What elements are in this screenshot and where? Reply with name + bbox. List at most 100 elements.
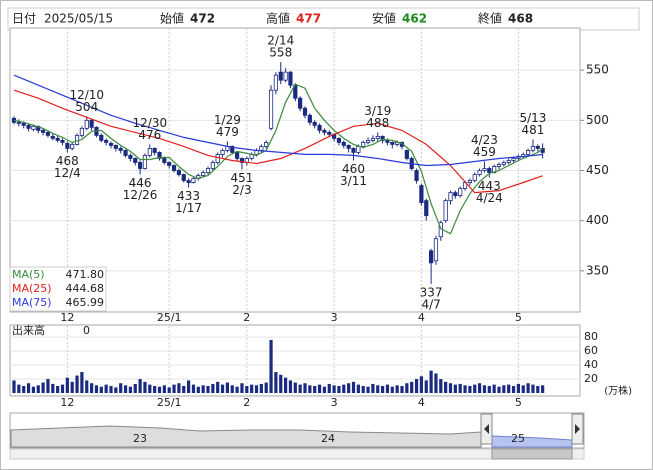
volume-bar — [274, 372, 278, 393]
candle-body — [74, 134, 80, 145]
candle-body — [482, 168, 487, 171]
volume-bar — [439, 379, 443, 393]
volume-bar — [424, 380, 428, 393]
volume-bar — [405, 383, 409, 393]
volume-bar — [211, 383, 215, 393]
annotation-date: 12/4 — [54, 166, 81, 180]
header-label: 安値 — [372, 11, 396, 26]
annotation-value: 504 — [75, 100, 98, 114]
volume-bar — [65, 377, 69, 393]
volume-bar — [80, 372, 84, 393]
volume-title: 出来高 — [12, 323, 45, 337]
volume-bar — [284, 377, 288, 393]
volume-bar — [138, 379, 142, 393]
candle-body — [171, 165, 177, 171]
candle-body — [259, 146, 264, 151]
candle-body — [176, 170, 181, 175]
candle-body — [157, 152, 162, 159]
legend-name: MA(5) — [12, 268, 45, 281]
volume-bar — [269, 339, 273, 393]
candle-body — [41, 129, 46, 133]
candle-body — [123, 150, 128, 156]
volume-bar — [201, 385, 205, 393]
annotation-date: 2/14 — [267, 34, 294, 48]
annotation-date: 4/23 — [471, 133, 498, 147]
candle-body — [336, 137, 342, 143]
ma-line — [13, 74, 543, 167]
annotation-date: 5/13 — [519, 111, 546, 125]
candle-body — [133, 158, 138, 163]
candle-body — [60, 139, 65, 143]
volume-bar — [75, 375, 79, 393]
volume-bar — [70, 381, 74, 393]
annotation-date: 1/17 — [175, 201, 202, 215]
annotation-value: 451 — [230, 171, 253, 185]
volume-bar — [395, 385, 399, 393]
candle-body — [312, 121, 317, 126]
x-tick-label: 5 — [515, 396, 522, 409]
legend-value: 471.80 — [66, 268, 105, 281]
volume-bar — [22, 386, 26, 393]
volume-bar — [497, 386, 501, 393]
header-value: 462 — [402, 12, 427, 26]
volume-bar — [342, 384, 346, 393]
annotation-date: 4/7 — [421, 297, 440, 311]
candle-body — [70, 144, 75, 149]
volume-bar — [448, 383, 453, 393]
navigator-label: 23 — [133, 432, 147, 445]
annotation-date: 12/30 — [133, 116, 168, 130]
volume-tick-label: 60 — [584, 344, 598, 357]
volume-bar — [12, 380, 16, 393]
candle-body — [21, 122, 26, 126]
candle-body — [181, 174, 186, 181]
volume-bar — [167, 387, 171, 393]
volume-bar — [478, 383, 482, 393]
ma-line — [13, 83, 543, 235]
candle-body — [201, 172, 206, 176]
candle-body — [496, 164, 502, 167]
arrow-left — [484, 424, 489, 434]
candle-body — [487, 168, 492, 173]
candle-body — [89, 119, 94, 128]
volume-bar — [264, 382, 268, 393]
volume-bar — [99, 386, 103, 393]
x-tick-label: 5 — [515, 311, 522, 324]
volume-bar — [26, 383, 31, 393]
scrollbar-track[interactable] — [9, 448, 585, 460]
x-tick-label: 4 — [418, 396, 425, 409]
scrollbar-thumb[interactable] — [491, 448, 573, 460]
candle-body — [501, 162, 506, 165]
candle-body — [477, 170, 482, 175]
candle-body — [215, 154, 220, 163]
candle-body — [414, 170, 419, 181]
annotation-value: 433 — [177, 189, 200, 203]
candle-body — [424, 200, 429, 217]
candle-body — [506, 160, 511, 163]
volume-bar — [157, 386, 162, 393]
volume-bar — [172, 384, 176, 393]
candle-body — [535, 146, 540, 149]
volume-bar — [521, 385, 525, 393]
candle-body — [351, 148, 356, 153]
candle-body — [341, 142, 346, 146]
volume-bar — [245, 386, 249, 393]
volume-bar — [250, 384, 254, 393]
candle-body — [167, 162, 172, 166]
volume-bar — [36, 385, 40, 393]
volume-bar — [317, 384, 322, 393]
x-tick-label: 3 — [331, 311, 338, 324]
volume-bar — [487, 386, 491, 393]
candle-body — [113, 145, 118, 149]
volume-bar — [366, 386, 370, 393]
volume-bar — [220, 384, 225, 393]
candle-body — [230, 146, 235, 153]
volume-bar — [128, 386, 132, 393]
candle-body — [220, 150, 225, 155]
volume-bar — [85, 380, 89, 393]
candle-body — [458, 188, 463, 196]
legend-value: 465.99 — [66, 296, 105, 309]
x-tick-label: 3 — [331, 396, 338, 409]
volume-tick-label: 80 — [584, 330, 598, 343]
volume-bar — [177, 383, 181, 393]
volume-bar — [17, 384, 21, 393]
